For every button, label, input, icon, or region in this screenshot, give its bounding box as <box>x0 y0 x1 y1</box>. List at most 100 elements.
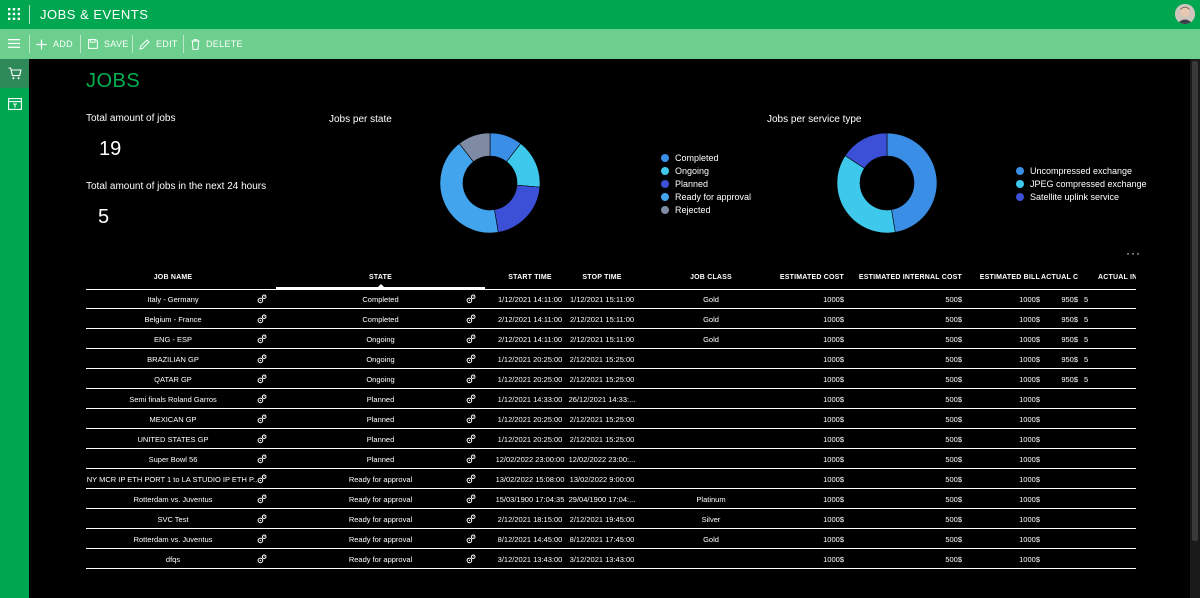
table-row[interactable]: QATAR GP Ongoing 1/12/2021 20:25:00 2/12/20… <box>86 369 1136 389</box>
delete-label: DELETE <box>206 39 243 49</box>
gears-icon[interactable] <box>257 374 267 384</box>
legend-swatch <box>661 205 669 214</box>
legend-item[interactable]: JPEG compressed exchange <box>1016 177 1147 190</box>
cell-estimated-bill: 1000$ <box>1019 395 1040 404</box>
table-row[interactable]: Super Bowl 56 Planned 12/02/2022 23:00:00 1… <box>86 449 1136 469</box>
gears-icon[interactable] <box>466 394 476 404</box>
legend-item[interactable]: Ongoing <box>661 164 751 177</box>
gears-icon[interactable] <box>257 314 267 324</box>
table-row[interactable]: Rotterdam vs. Juventus Ready for approval… <box>86 529 1136 549</box>
table-row[interactable]: dfqs Ready for approval 3/12/2021 13:43:00… <box>86 549 1136 569</box>
cell-estimated-bill: 1000$ <box>1019 415 1040 424</box>
gears-icon[interactable] <box>466 414 476 424</box>
donut-slice-jpeg-compressed-exchange[interactable] <box>836 155 896 234</box>
cell-job-class: Gold <box>703 315 719 324</box>
gears-icon[interactable] <box>466 534 476 544</box>
column-header-job-class[interactable]: JOB CLASS <box>690 274 732 281</box>
table-row[interactable]: Belgium - France Completed 2/12/2021 14:11… <box>86 309 1136 329</box>
gears-icon[interactable] <box>466 474 476 484</box>
cell-estimated-cost: 1000$ <box>823 455 844 464</box>
gears-icon[interactable] <box>466 374 476 384</box>
column-header-state[interactable]: STATE <box>369 274 392 281</box>
column-header-start-time[interactable]: START TIME <box>508 274 552 281</box>
cell-estimated-internal-cost: 500$ <box>945 535 962 544</box>
donut-slice-rejected[interactable] <box>458 132 491 163</box>
donut-slice-satellite-uplink-service[interactable] <box>844 132 888 169</box>
delete-button[interactable]: DELETE <box>191 29 243 59</box>
toolbar-separator <box>80 35 81 53</box>
legend-item[interactable]: Rejected <box>661 203 751 216</box>
more-options-icon[interactable]: ··· <box>1126 246 1141 260</box>
cell-stop-time: 2/12/2021 15:11:00 <box>569 315 635 324</box>
column-header-estimated-internal-cost[interactable]: ESTIMATED INTERNAL COST <box>858 274 962 281</box>
cell-estimated-cost: 1000$ <box>823 295 844 304</box>
gears-icon[interactable] <box>257 394 267 404</box>
column-header-actual-cost[interactable]: ACTUAL COST <box>1041 274 1078 281</box>
table-row[interactable]: BRAZILIAN GP Ongoing 1/12/2021 20:25:00 2/1… <box>86 349 1136 369</box>
legend-swatch <box>661 179 669 188</box>
add-button[interactable]: ADD <box>36 29 73 59</box>
gears-icon[interactable] <box>257 514 267 524</box>
gears-icon[interactable] <box>257 414 267 424</box>
table-row[interactable]: ENG - ESP Ongoing 2/12/2021 14:11:00 2/12/2… <box>86 329 1136 349</box>
table-row[interactable]: UNITED STATES GP Planned 1/12/2021 20:25:0… <box>86 429 1136 449</box>
gears-icon[interactable] <box>466 294 476 304</box>
nav-item-jobs[interactable] <box>0 59 29 88</box>
page-scrollbar[interactable] <box>1190 59 1200 598</box>
donut-slice-uncompressed-exchange[interactable] <box>886 132 938 233</box>
legend-item[interactable]: Ready for approval <box>661 190 751 203</box>
cell-stop-time: 26/12/2021 14:33:... <box>568 395 636 404</box>
scrollbar-thumb[interactable] <box>1192 61 1198 541</box>
user-avatar[interactable] <box>1175 4 1195 24</box>
gears-icon[interactable] <box>257 434 267 444</box>
gears-icon[interactable] <box>466 314 476 324</box>
table-row[interactable]: Semi finals Roland Garros Planned 1/12/202… <box>86 389 1136 409</box>
gears-icon[interactable] <box>466 514 476 524</box>
left-navigation <box>0 59 29 598</box>
gears-icon[interactable] <box>466 494 476 504</box>
legend-item[interactable]: Completed <box>661 151 751 164</box>
gears-icon[interactable] <box>257 454 267 464</box>
donut-slice-ready-for-approval[interactable] <box>439 143 499 234</box>
gears-icon[interactable] <box>257 494 267 504</box>
column-header-actual-int[interactable]: ACTUAL INT <box>1098 274 1136 281</box>
legend-item[interactable]: Uncompressed exchange <box>1016 164 1147 177</box>
menu-icon[interactable] <box>8 39 20 48</box>
legend-item[interactable]: Satellite uplink service <box>1016 190 1147 203</box>
table-row[interactable]: Rotterdam vs. Juventus Ready for approval… <box>86 489 1136 509</box>
calendar-icon <box>7 97 22 110</box>
gears-icon[interactable] <box>257 354 267 364</box>
donut-slice-planned[interactable] <box>494 184 541 233</box>
gears-icon[interactable] <box>466 554 476 564</box>
gears-icon[interactable] <box>466 454 476 464</box>
edit-button[interactable]: EDIT <box>139 29 178 59</box>
cell-actual-int: 5 <box>1084 315 1089 324</box>
gears-icon[interactable] <box>257 294 267 304</box>
gears-icon[interactable] <box>257 534 267 544</box>
table-row[interactable]: NY MCR IP ETH PORT 1 to LA STUDIO IP ETH… <box>86 469 1136 489</box>
gears-icon[interactable] <box>466 334 476 344</box>
nav-item-events[interactable] <box>0 89 29 118</box>
legend-item[interactable]: Planned <box>661 177 751 190</box>
cell-estimated-cost: 1000$ <box>823 495 844 504</box>
gears-icon[interactable] <box>257 554 267 564</box>
app-launcher-icon[interactable] <box>8 8 20 20</box>
gears-icon[interactable] <box>257 474 267 484</box>
gears-icon[interactable] <box>257 334 267 344</box>
cell-stop-time: 2/12/2021 15:11:00 <box>569 335 635 344</box>
table-row[interactable]: MEXICAN GP Planned 1/12/2021 20:25:00 2/12/… <box>86 409 1136 429</box>
table-row[interactable]: SVC Test Ready for approval 2/12/2021 18:1… <box>86 509 1136 529</box>
gears-icon[interactable] <box>466 434 476 444</box>
table-row[interactable]: Italy - Germany Completed 1/12/2021 14:11:… <box>86 289 1136 309</box>
column-header-job-name[interactable]: JOB NAME <box>153 274 193 281</box>
cell-estimated-cost: 1000$ <box>823 435 844 444</box>
column-header-stop-time[interactable]: STOP TIME <box>582 274 622 281</box>
cell-actual-cost: 950$ <box>1061 315 1078 324</box>
cell-estimated-bill: 1000$ <box>1019 375 1040 384</box>
column-header-estimated-bill[interactable]: ESTIMATED BILL <box>979 274 1040 281</box>
total-jobs-label: Total amount of jobs <box>86 113 176 124</box>
gears-icon[interactable] <box>466 354 476 364</box>
column-header-estimated-cost[interactable]: ESTIMATED COST <box>779 274 844 281</box>
cell-estimated-bill: 1000$ <box>1019 335 1040 344</box>
save-button[interactable]: SAVE <box>88 29 129 59</box>
